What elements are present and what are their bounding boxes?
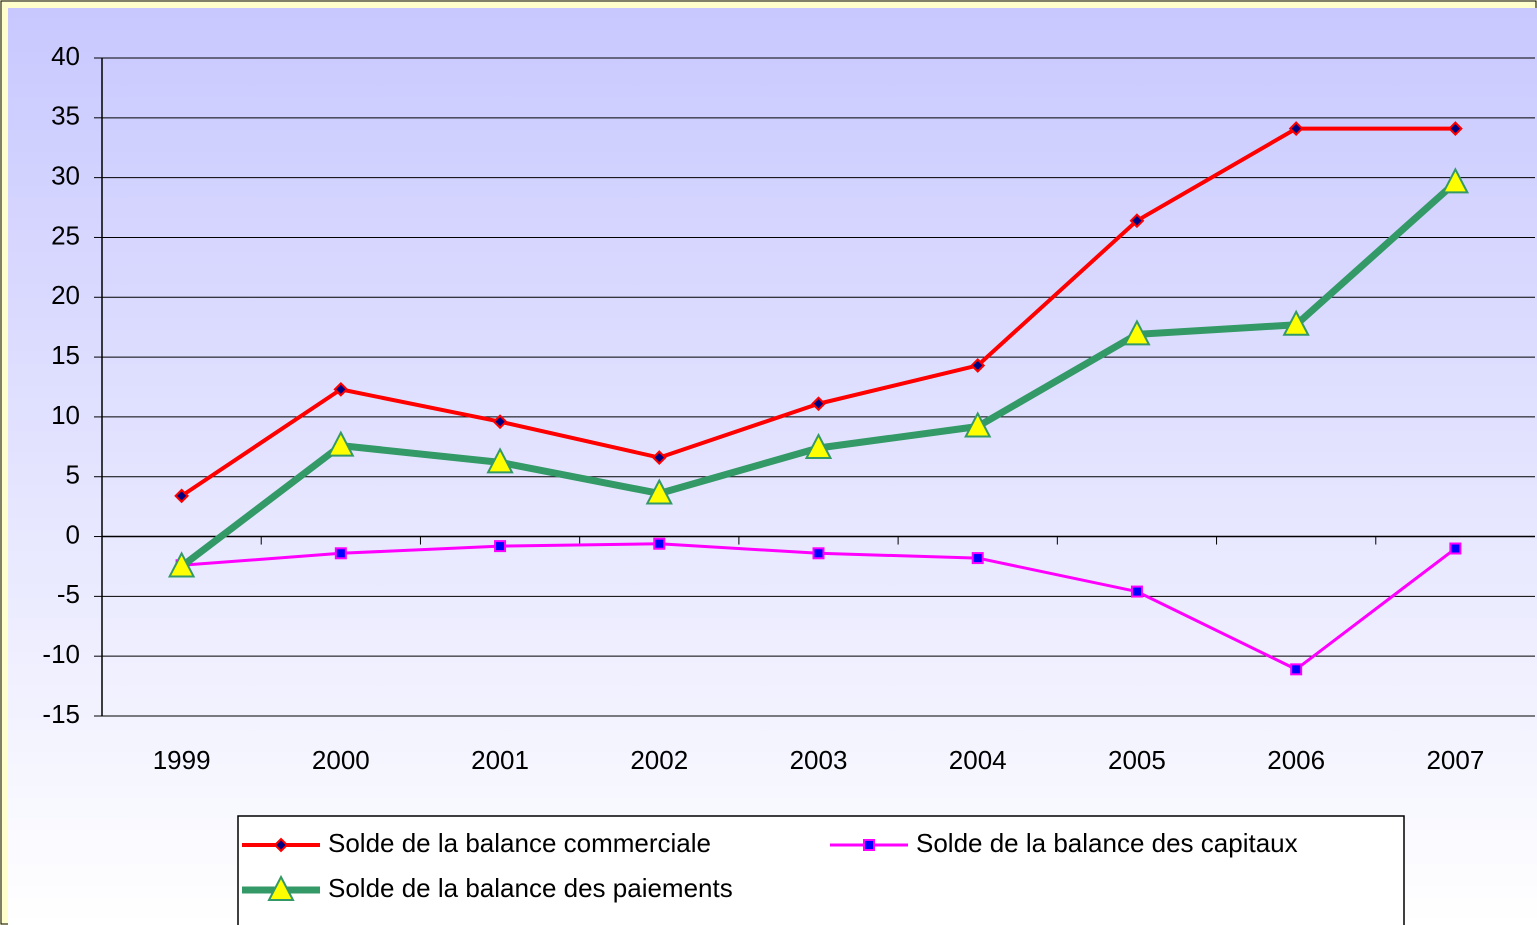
y-tick-label: -10 [42,639,80,669]
x-tick-label: 2006 [1267,745,1325,775]
legend-label: Solde de la balance commerciale [328,828,711,858]
y-tick-label: 15 [51,340,80,370]
marker [1130,585,1143,598]
y-tick-label: 5 [66,460,80,490]
marker [1449,542,1462,555]
legend [237,815,1405,925]
marker [327,430,355,457]
marker [333,381,349,397]
marker [653,537,666,550]
marker [811,396,826,412]
x-tick-label: 2000 [312,745,370,775]
marker [174,488,190,504]
x-tick-label: 2002 [630,745,688,775]
x-tick-label: 2004 [949,745,1007,775]
marker [1288,121,1304,136]
y-tick-label: 20 [51,280,80,310]
legend-label: Solde de la balance des paiements [328,873,733,903]
y-tick-label: 0 [66,519,80,549]
x-tick-label: 1999 [153,745,211,775]
marker [970,358,986,373]
marker [334,547,347,560]
x-tick-label: 2007 [1426,745,1484,775]
marker [1447,121,1463,136]
marker [167,551,196,578]
marker [804,432,833,460]
marker [1129,213,1145,229]
y-tick-label: 40 [51,41,80,71]
chart-area [8,8,1537,925]
legend-marker [863,839,875,851]
marker [1290,663,1303,676]
x-tick-label: 2001 [471,745,529,775]
marker [645,478,673,505]
marker [1441,167,1470,194]
y-tick-label: -5 [57,579,80,609]
marker [486,447,514,474]
legend-marker [267,874,295,901]
marker [651,450,667,465]
legend-label: Solde de la balance des capitaux [916,828,1298,858]
marker [971,552,984,565]
marker [964,411,992,438]
y-tick-label: -15 [42,699,80,729]
y-tick-label: 10 [51,400,80,430]
y-tick-label: 30 [51,161,80,191]
y-tick-label: 25 [51,220,80,250]
legend-marker [273,837,289,853]
marker [1282,309,1310,336]
marker [1123,319,1151,346]
marker [492,414,508,430]
marker [812,547,825,560]
marker [494,540,507,553]
x-tick-label: 2005 [1108,745,1166,775]
x-tick-label: 2003 [790,745,848,775]
y-tick-label: 35 [51,101,80,131]
